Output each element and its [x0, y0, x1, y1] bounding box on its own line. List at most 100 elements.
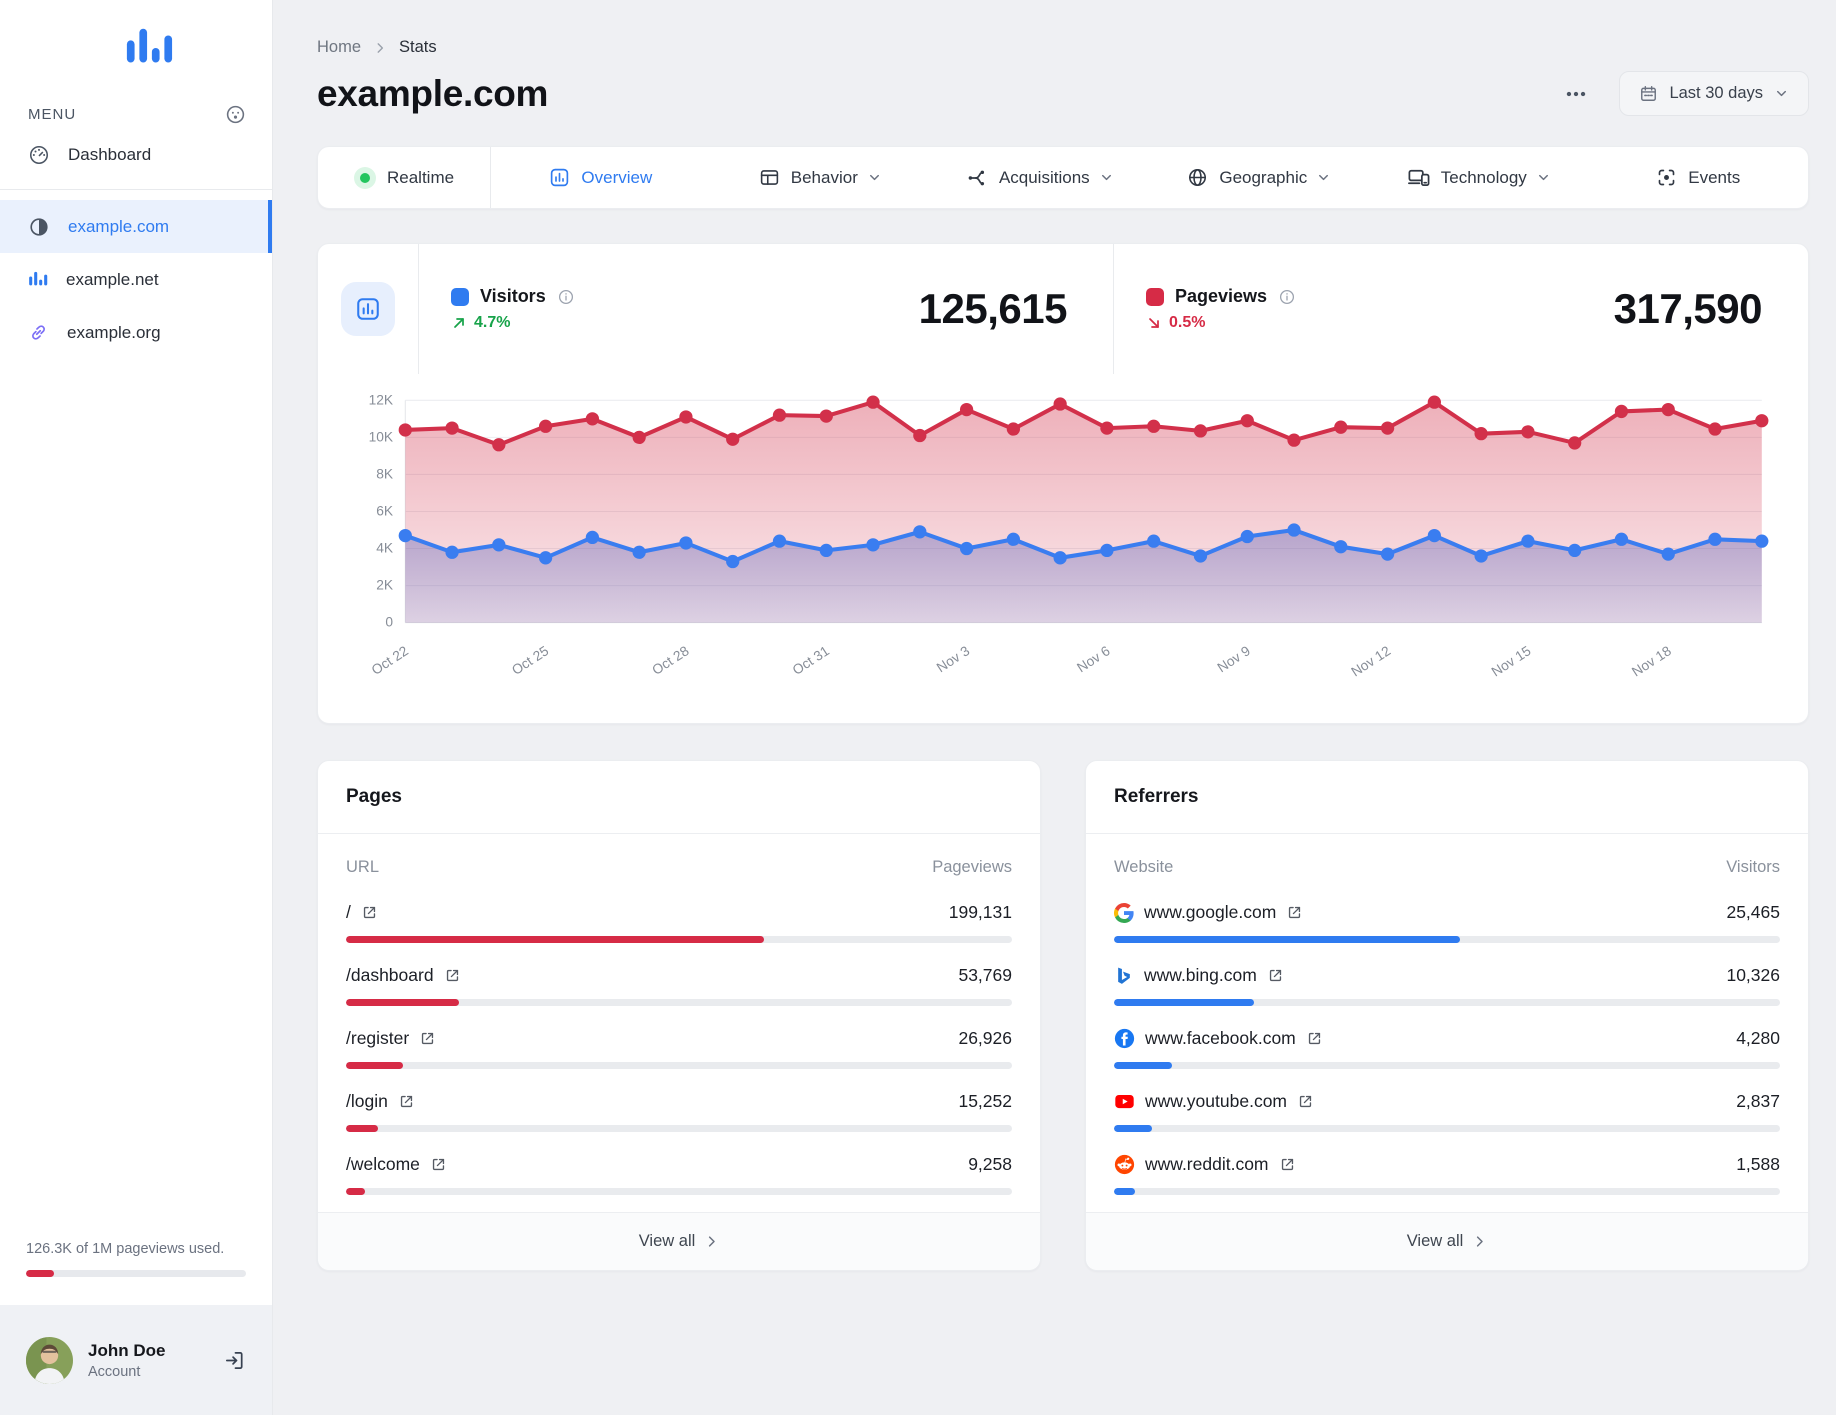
row-bar [1114, 999, 1780, 1007]
pageviews-stat: Pageviews 0.5% 317,590 [1114, 285, 1808, 333]
tab-geographic[interactable]: Geographic [1150, 147, 1369, 208]
tab-label: Overview [581, 167, 653, 187]
external-link-icon[interactable] [444, 967, 461, 984]
breadcrumb-current: Stats [399, 38, 437, 56]
info-icon[interactable] [557, 288, 575, 306]
svg-text:Nov 18: Nov 18 [1629, 643, 1674, 680]
favicon-contrast-icon [28, 216, 50, 238]
pages-view-all-button[interactable]: View all [318, 1212, 1040, 1271]
sidebar-item-dashboard[interactable]: Dashboard [0, 129, 272, 181]
user-subtitle: Account [88, 1363, 141, 1380]
page-row: /welcome 9,258 [346, 1135, 1012, 1198]
visitors-change: 4.7% [451, 314, 575, 332]
svg-text:Nov 3: Nov 3 [934, 643, 973, 675]
referrers-col-website: Website [1114, 858, 1174, 877]
row-label[interactable]: / [346, 902, 351, 923]
chevron-down-icon [1316, 170, 1331, 185]
menu-section-label: MENU [28, 106, 77, 123]
row-label[interactable]: www.reddit.com [1145, 1154, 1269, 1175]
svg-text:4K: 4K [376, 541, 394, 556]
svg-text:10K: 10K [369, 429, 394, 444]
pages-card-title: Pages [346, 786, 402, 808]
chart-svg: 0 2K 4K 6K 8K 10K 12K Oct 22 Oct 25 Oct 28 Oct 31 N… [369, 392, 1769, 680]
row-label[interactable]: www.bing.com [1144, 965, 1257, 986]
traffic-chart[interactable]: 0 2K 4K 6K 8K 10K 12K Oct 22 Oct 25 Oct 28 Oct 31 N… [318, 374, 1808, 723]
pageviews-label: Pageviews [1175, 286, 1268, 306]
date-range-label: Last 30 days [1669, 84, 1763, 102]
logout-icon[interactable] [223, 1349, 246, 1372]
referrer-row: www.google.com 25,465 [1114, 883, 1780, 946]
tab-technology[interactable]: Technology [1369, 147, 1588, 208]
row-bar [346, 1062, 1012, 1070]
referrers-rows: www.google.com 25,465 www.bing.com 10,326 ww… [1086, 881, 1808, 1212]
row-label[interactable]: /dashboard [346, 965, 434, 986]
row-bar [1114, 1062, 1780, 1070]
external-link-icon[interactable] [398, 1093, 415, 1110]
external-link-icon[interactable] [1279, 1156, 1296, 1173]
visitors-swatch [451, 287, 469, 306]
tab-label: Geographic [1219, 167, 1308, 187]
tab-realtime[interactable]: Realtime [318, 147, 490, 208]
site-label: example.com [68, 216, 170, 236]
pages-card: Pages URL Pageviews / 199,131/dashboard 53… [317, 760, 1041, 1272]
svg-text:0: 0 [385, 615, 393, 630]
site-label: example.org [67, 322, 161, 342]
page-title: example.com [317, 72, 549, 114]
calendar-icon [1639, 84, 1658, 103]
tab-label: Events [1688, 167, 1741, 187]
svg-text:Nov 9: Nov 9 [1215, 643, 1253, 675]
chevron-down-icon [1099, 170, 1114, 185]
page-row: /login 15,252 [346, 1072, 1012, 1135]
chevron-right-icon [1472, 1234, 1487, 1249]
avatar [26, 1336, 73, 1384]
more-options-button[interactable] [1563, 81, 1589, 107]
external-link-icon[interactable] [1297, 1093, 1314, 1110]
chart-tile-icon [341, 282, 395, 336]
page-row: /register 26,926 [346, 1009, 1012, 1072]
external-link-icon[interactable] [361, 904, 378, 921]
user-bar[interactable]: John Doe Account [0, 1305, 272, 1415]
row-bar [346, 1125, 1012, 1133]
row-label[interactable]: /welcome [346, 1154, 420, 1175]
arrow-down-right-icon [1146, 315, 1162, 331]
row-label[interactable]: www.google.com [1144, 902, 1277, 923]
row-bar [346, 1188, 1012, 1196]
behavior-icon [759, 167, 780, 188]
tab-events[interactable]: Events [1589, 147, 1808, 208]
external-link-icon[interactable] [430, 1156, 447, 1173]
usage-text: 126.3K of 1M pageviews used. [26, 1241, 225, 1257]
tab-acquisitions[interactable]: Acquisitions [930, 147, 1149, 208]
bing-icon [1114, 966, 1134, 986]
row-bar [346, 936, 1012, 944]
external-link-icon[interactable] [1306, 1030, 1323, 1047]
face-icon[interactable] [225, 104, 246, 125]
sidebar-item-example.com[interactable]: example.com [0, 200, 272, 253]
row-value: 15,252 [958, 1091, 1012, 1112]
row-label[interactable]: www.facebook.com [1145, 1028, 1296, 1049]
breadcrumb-home[interactable]: Home [317, 38, 362, 56]
breadcrumb: Home Stats [317, 38, 1809, 57]
svg-text:8K: 8K [376, 467, 394, 482]
tab-bar: Realtime Overview Behavior Acquisitions Geog… [317, 146, 1809, 209]
svg-text:Nov 12: Nov 12 [1349, 643, 1394, 679]
external-link-icon[interactable] [419, 1030, 436, 1047]
date-range-button[interactable]: Last 30 days [1619, 71, 1809, 116]
sidebar-item-example.net[interactable]: example.net [0, 253, 272, 306]
referrer-row: www.youtube.com 2,837 [1114, 1072, 1780, 1135]
row-value: 25,465 [1726, 902, 1780, 923]
external-link-icon[interactable] [1267, 967, 1284, 984]
tab-behavior[interactable]: Behavior [711, 147, 930, 208]
visitors-label: Visitors [480, 286, 546, 306]
site-label: example.net [66, 269, 159, 289]
tab-overview[interactable]: Overview [491, 147, 710, 208]
row-label[interactable]: /login [346, 1091, 388, 1112]
referrers-view-all-button[interactable]: View all [1086, 1212, 1808, 1271]
row-label[interactable]: www.youtube.com [1145, 1091, 1288, 1112]
info-icon[interactable] [1278, 288, 1296, 306]
sidebar-item-example.org[interactable]: example.org [0, 306, 272, 359]
dashboard-icon [28, 144, 50, 166]
row-label[interactable]: /register [346, 1028, 410, 1049]
referrer-row: www.bing.com 10,326 [1114, 946, 1780, 1009]
pageviews-value: 317,590 [1613, 285, 1763, 332]
external-link-icon[interactable] [1286, 904, 1303, 921]
